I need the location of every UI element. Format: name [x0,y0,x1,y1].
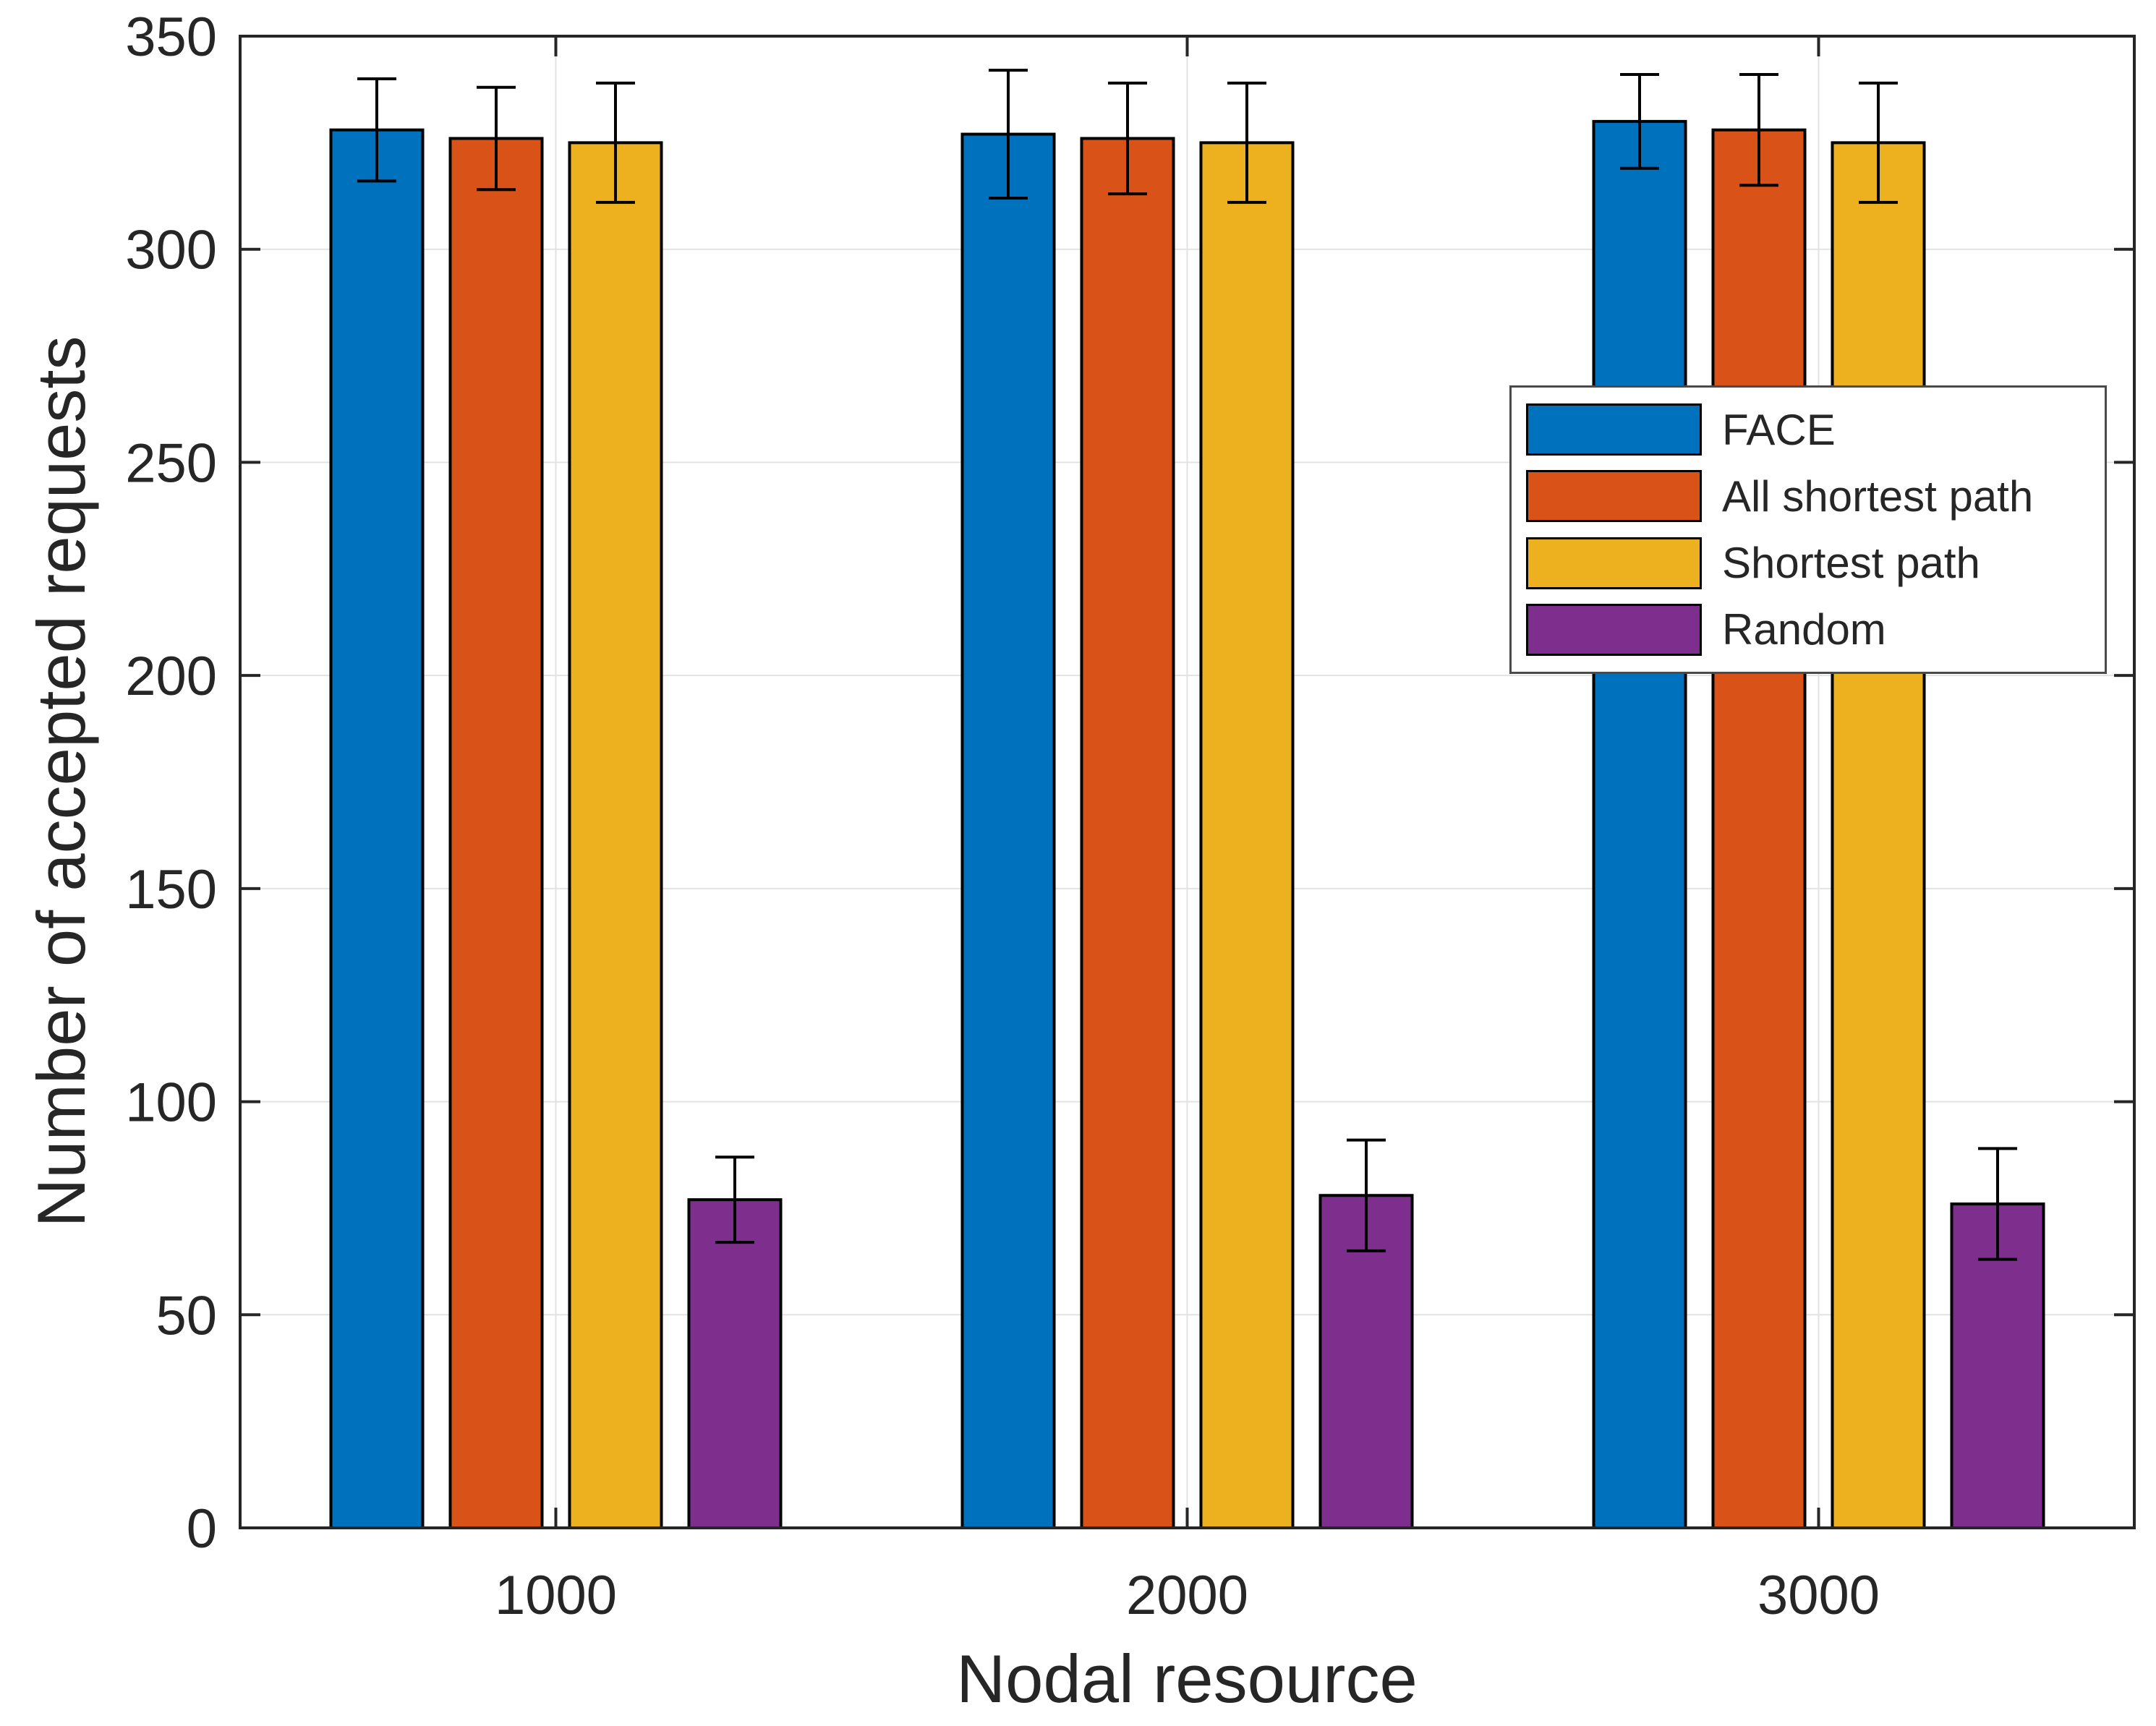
bar [1080,137,1175,1529]
bar [960,132,1056,1529]
legend-row: All shortest path [1526,463,2105,529]
legend-row: FACE [1526,396,2105,463]
x-tick-label: 3000 [1757,1565,1880,1626]
y-tick-label: 150 [125,859,217,920]
legend-swatch [1526,537,1702,589]
legend-swatch [1526,470,1702,523]
plot-border [239,35,2136,1529]
legend-row: Random [1526,597,2105,663]
legend-entry-label: FACE [1722,405,1836,454]
bar [448,137,544,1529]
y-tick-label: 200 [125,646,217,707]
y-axis-title: Number of accepted requests [23,336,99,1228]
y-tick-label: 50 [155,1285,217,1346]
x-axis-title: Nodal resource [956,1641,1418,1717]
legend-entry-label: Shortest path [1722,539,1980,588]
bar [1831,141,1926,1529]
y-tick-label: 100 [125,1072,217,1134]
bar [1199,141,1295,1529]
x-tick-label: 2000 [1126,1565,1248,1626]
y-tick-label: 350 [125,7,217,68]
bar [329,128,425,1529]
bar [687,1198,783,1529]
bar [568,141,663,1529]
legend-entry-label: All shortest path [1722,471,2034,521]
y-tick-label: 300 [125,220,217,281]
legend-swatch [1526,603,1702,656]
bar [1592,119,1687,1529]
bar [1711,128,1807,1529]
y-tick-label: 0 [187,1498,217,1560]
legend-entry-label: Random [1722,605,1886,654]
y-tick-label: 250 [125,432,217,494]
legend-row: Shortest path [1526,530,2105,597]
x-tick-label: 1000 [495,1565,617,1626]
legend-swatch [1526,403,1702,456]
legend: FACE All shortest path Shortest path Random [1509,385,2107,674]
